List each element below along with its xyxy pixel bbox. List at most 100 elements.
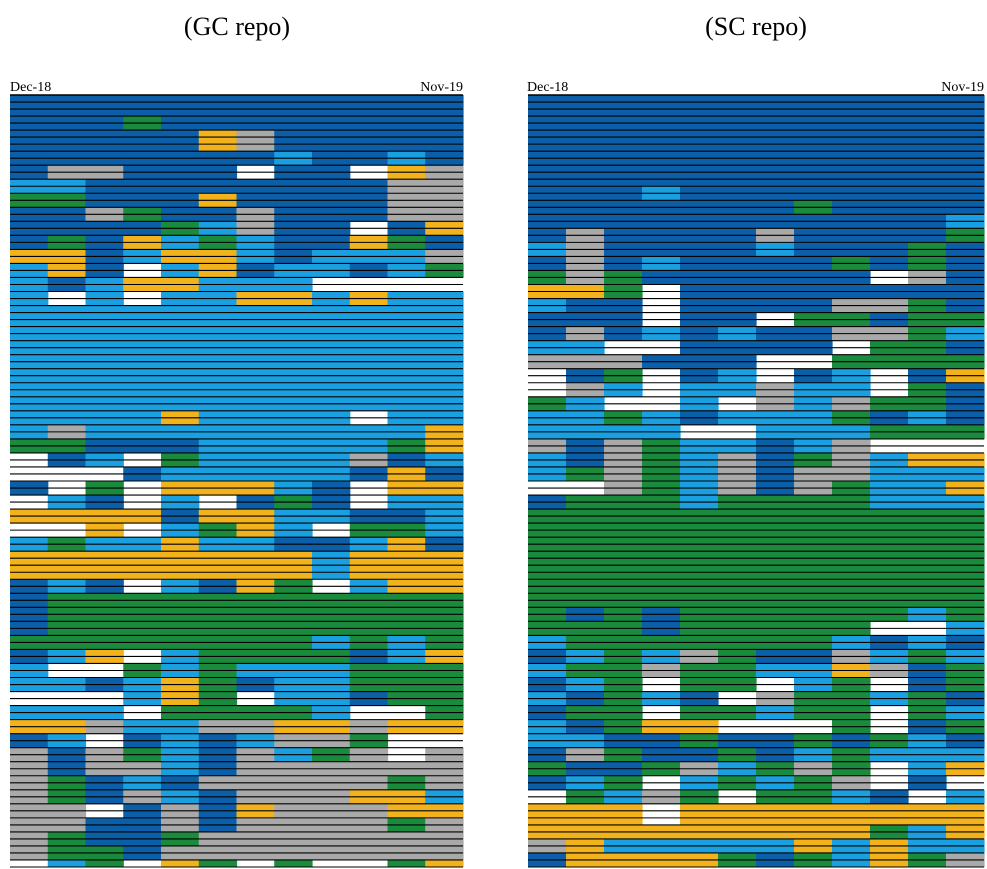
heatmap-cell bbox=[198, 200, 238, 208]
heatmap-cell bbox=[10, 572, 49, 580]
heatmap-cell bbox=[794, 852, 833, 861]
heatmap-cell bbox=[387, 291, 426, 299]
heatmap-cell bbox=[425, 628, 464, 636]
heatmap-cell bbox=[236, 382, 275, 391]
heatmap-cell bbox=[10, 207, 49, 215]
heatmap-cell bbox=[680, 186, 719, 194]
heatmap-cell bbox=[832, 593, 871, 601]
heatmap-cell bbox=[312, 298, 351, 306]
heatmap-cell bbox=[680, 459, 719, 468]
heatmap-cell bbox=[908, 193, 947, 201]
heatmap-cell bbox=[47, 186, 87, 194]
heatmap-cell bbox=[274, 810, 313, 819]
heatmap-cell bbox=[680, 663, 719, 671]
heatmap-cell bbox=[349, 768, 389, 777]
heatmap-cell bbox=[832, 361, 871, 370]
heatmap-cell bbox=[528, 305, 567, 313]
heatmap-cell bbox=[642, 473, 681, 482]
heatmap-cell bbox=[946, 277, 985, 285]
heatmap-cell bbox=[946, 761, 985, 770]
heatmap-cell bbox=[161, 796, 200, 805]
heatmap-cell bbox=[85, 417, 124, 426]
heatmap-cell bbox=[718, 249, 757, 257]
heatmap-cell bbox=[349, 242, 389, 250]
heatmap-cell bbox=[387, 403, 426, 412]
heatmap-cell bbox=[85, 831, 124, 840]
heatmap-cell bbox=[528, 235, 567, 243]
heatmap-cell bbox=[425, 340, 464, 348]
heatmap-cell bbox=[349, 263, 389, 271]
heatmap-cell bbox=[794, 382, 833, 391]
heatmap-cell bbox=[161, 221, 200, 229]
heatmap-cell bbox=[123, 691, 162, 699]
heatmap-cell bbox=[794, 417, 833, 426]
heatmap-cell bbox=[236, 509, 275, 517]
heatmap-cell bbox=[10, 172, 49, 180]
heatmap-cell bbox=[312, 123, 351, 131]
heatmap-cell bbox=[387, 109, 426, 117]
heatmap-cell bbox=[566, 670, 605, 678]
heatmap-cell bbox=[198, 831, 238, 840]
heatmap-cell bbox=[756, 635, 795, 643]
heatmap-cell bbox=[832, 642, 871, 650]
heatmap-cell bbox=[908, 179, 947, 187]
heatmap-cell bbox=[528, 656, 567, 664]
heatmap-cell bbox=[10, 200, 49, 208]
heatmap-cell bbox=[832, 684, 871, 692]
heatmap-cell bbox=[425, 249, 464, 257]
heatmap-cell bbox=[756, 298, 795, 306]
heatmap-cell bbox=[161, 852, 200, 861]
heatmap-cell bbox=[908, 761, 947, 770]
heatmap-cell bbox=[566, 754, 605, 763]
heatmap-cell bbox=[756, 144, 795, 152]
heatmap-cell bbox=[832, 291, 871, 299]
heatmap-cell bbox=[312, 368, 351, 377]
heatmap-cell bbox=[566, 130, 605, 138]
heatmap-cell bbox=[123, 635, 162, 643]
heatmap-cell bbox=[832, 782, 871, 791]
heatmap-cell bbox=[10, 838, 49, 847]
heatmap-cell bbox=[604, 319, 643, 327]
heatmap-cell bbox=[642, 509, 681, 517]
heatmap-cell bbox=[794, 298, 833, 306]
heatmap-cell bbox=[718, 137, 757, 145]
heatmap-cell bbox=[425, 368, 464, 377]
heatmap-cell bbox=[642, 123, 681, 131]
heatmap-cell bbox=[718, 537, 757, 545]
heatmap-cell bbox=[908, 312, 947, 320]
heatmap-cell bbox=[832, 621, 871, 629]
heatmap-cell bbox=[718, 256, 757, 264]
heatmap-cell bbox=[47, 270, 87, 278]
heatmap-cell bbox=[832, 438, 871, 447]
heatmap-cell bbox=[908, 382, 947, 391]
heatmap-cell bbox=[85, 642, 124, 650]
heatmap-cell bbox=[274, 747, 313, 756]
heatmap-cell bbox=[832, 516, 871, 524]
heatmap-cell bbox=[10, 109, 49, 117]
heatmap-cell bbox=[198, 431, 238, 440]
heatmap-cell bbox=[123, 852, 162, 861]
heatmap-cell bbox=[425, 831, 464, 840]
heatmap-cell bbox=[528, 754, 567, 763]
heatmap-cell bbox=[908, 235, 947, 243]
heatmap-cell bbox=[946, 691, 985, 699]
heatmap-cell bbox=[680, 796, 719, 805]
heatmap-cell bbox=[161, 747, 200, 756]
heatmap-cell bbox=[718, 845, 757, 854]
heatmap-cell bbox=[198, 158, 238, 166]
heatmap-cell bbox=[908, 130, 947, 138]
heatmap-cell bbox=[832, 235, 871, 243]
heatmap-cell bbox=[680, 396, 719, 405]
heatmap-cell bbox=[10, 424, 49, 433]
heatmap-cell bbox=[198, 151, 238, 159]
heatmap-cell bbox=[794, 677, 833, 685]
heatmap-cell bbox=[946, 516, 985, 524]
heatmap-cell bbox=[870, 586, 909, 594]
heatmap-cell bbox=[870, 151, 909, 159]
heatmap-cell bbox=[718, 740, 757, 748]
heatmap-cell bbox=[198, 761, 238, 770]
heatmap-cell bbox=[387, 123, 426, 131]
heatmap-cell bbox=[528, 572, 567, 580]
heatmap-cell bbox=[425, 95, 464, 103]
heatmap-cell bbox=[680, 495, 719, 503]
